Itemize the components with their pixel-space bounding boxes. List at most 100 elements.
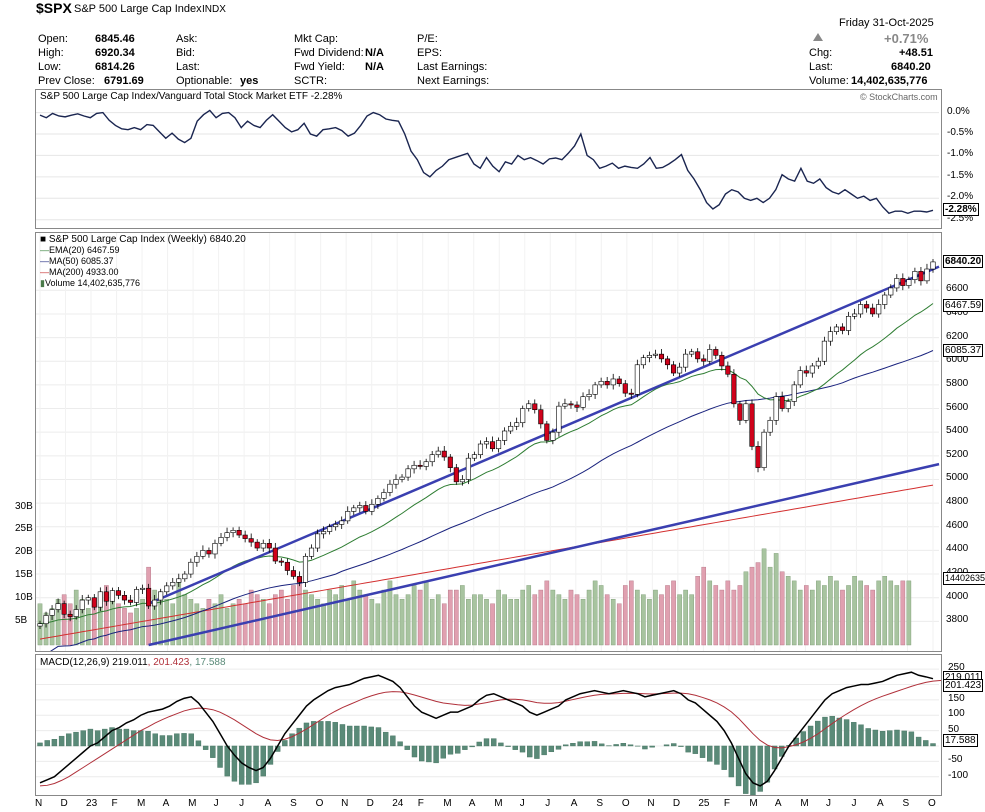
candle-body [284, 561, 290, 571]
candle-body [508, 425, 514, 432]
candle-body [254, 541, 260, 549]
candle-body [483, 441, 490, 445]
x-axis-tick: J [213, 798, 219, 809]
candle-body [858, 304, 864, 315]
candle-body [206, 550, 212, 555]
candle-body [743, 403, 749, 421]
volume-bar [303, 589, 308, 646]
candle-body [158, 591, 164, 601]
macd-histogram-bar [217, 745, 223, 768]
macd-histogram-bar [390, 735, 396, 747]
volume-bar [701, 566, 707, 646]
volume-bar [170, 603, 176, 646]
volume-bar [285, 598, 290, 646]
pct-change: +0.71% [884, 31, 929, 46]
x-axis-tick: J [851, 798, 857, 809]
volume-bar [719, 589, 725, 646]
candle-body [719, 355, 725, 367]
volume-bar [104, 585, 109, 646]
macd-histogram-bar [404, 745, 410, 750]
volume-bar [441, 603, 447, 646]
price-y-tick: 6000 [946, 354, 969, 366]
candle-body [803, 370, 809, 374]
volume-bar [478, 594, 483, 646]
macd-title: MACD(12,26,9) 219.011, 201.423, 17.588 [40, 657, 226, 668]
candle-body [381, 492, 387, 499]
legend-ma200-text: MA(200) 4933.00 [49, 267, 119, 277]
volume-bar [580, 598, 586, 646]
price-y-tick: 5200 [946, 448, 969, 460]
volume-bar [767, 566, 773, 646]
candle-body [749, 403, 755, 447]
macd-line [39, 671, 934, 787]
candle-body [815, 360, 821, 367]
macd-histogram-bar [894, 729, 900, 747]
legend-ma200: —MA(200) 4933.00 [40, 267, 119, 277]
volume-bar [393, 594, 399, 646]
candle-body [230, 530, 236, 533]
macd-histogram-bar [37, 742, 43, 747]
candle-body [852, 313, 858, 317]
candle-body [514, 422, 520, 427]
volume-y-tick: 10B [15, 592, 33, 604]
macd-histogram-bar [195, 740, 202, 747]
volume-bar [713, 585, 719, 646]
chg-value: +48.51 [899, 47, 933, 59]
macd-histogram-bar [123, 728, 130, 747]
macd-histogram-bar [58, 735, 65, 747]
optionable-label: Optionable: [176, 75, 233, 87]
candle-body [327, 526, 333, 532]
ema-last-label: 6467.59 [943, 298, 984, 312]
x-axis-tick: F [723, 798, 730, 809]
macd-histogram-bar [584, 741, 591, 747]
high-value: 6920.34 [95, 47, 135, 59]
macd-histogram-bar [66, 733, 72, 747]
volume-bar [532, 594, 538, 646]
volume-bar [134, 608, 139, 646]
volume-bar [297, 580, 302, 646]
legend-ma50-swatch: — [40, 256, 49, 266]
macd-panel: MACD(12,26,9) 219.011, 201.423, 17.588 [35, 654, 942, 796]
volume-bar [586, 589, 592, 646]
candle-body [399, 476, 405, 480]
candle-body [550, 431, 556, 441]
x-axis-tick: M [494, 798, 503, 809]
volume-bar [526, 585, 532, 646]
macd-histogram-bar [454, 745, 461, 754]
macd-histogram-bar [512, 745, 519, 750]
volume-bar [882, 576, 888, 646]
candle-body [568, 403, 574, 406]
volume-bar [592, 580, 598, 646]
candle-body [357, 505, 363, 509]
legend-volume-text: Volume 14,402,635,776 [44, 278, 141, 288]
candle-body [272, 547, 278, 562]
trend-line [148, 265, 940, 605]
price-y-tick: 5600 [946, 401, 969, 413]
candle-body [188, 561, 194, 575]
quote-date: Friday 31-Oct-2025 [839, 17, 934, 29]
legend-ema-text: EMA(20) 6467.59 [49, 245, 120, 255]
candle-body [417, 464, 423, 467]
relative-chart [36, 109, 939, 221]
candle-body [140, 587, 146, 590]
relative-y-tick: -1.0% [947, 148, 974, 160]
macd-title-hist: 17.588 [194, 657, 226, 668]
candle-body [103, 591, 109, 602]
relative-y-tick: -2.5% [947, 212, 974, 224]
volume-bar [695, 576, 700, 646]
volume-bar [725, 580, 731, 646]
candle-body [411, 464, 417, 470]
candle-body [652, 353, 658, 356]
relative-last-label: -2.28% [943, 203, 979, 217]
x-axis-tick: A [876, 798, 884, 809]
volume-bar [888, 580, 894, 646]
volume-y-tick: 30B [15, 500, 33, 512]
candle-body [628, 392, 634, 395]
macd-histogram-bar [332, 722, 338, 747]
macd-y-tick: 250 [948, 662, 965, 674]
x-axis-tick: D [366, 798, 374, 809]
candle-body [779, 396, 785, 409]
candle-body [562, 403, 568, 407]
volume-bar [279, 589, 284, 646]
volume-bar [339, 585, 344, 646]
